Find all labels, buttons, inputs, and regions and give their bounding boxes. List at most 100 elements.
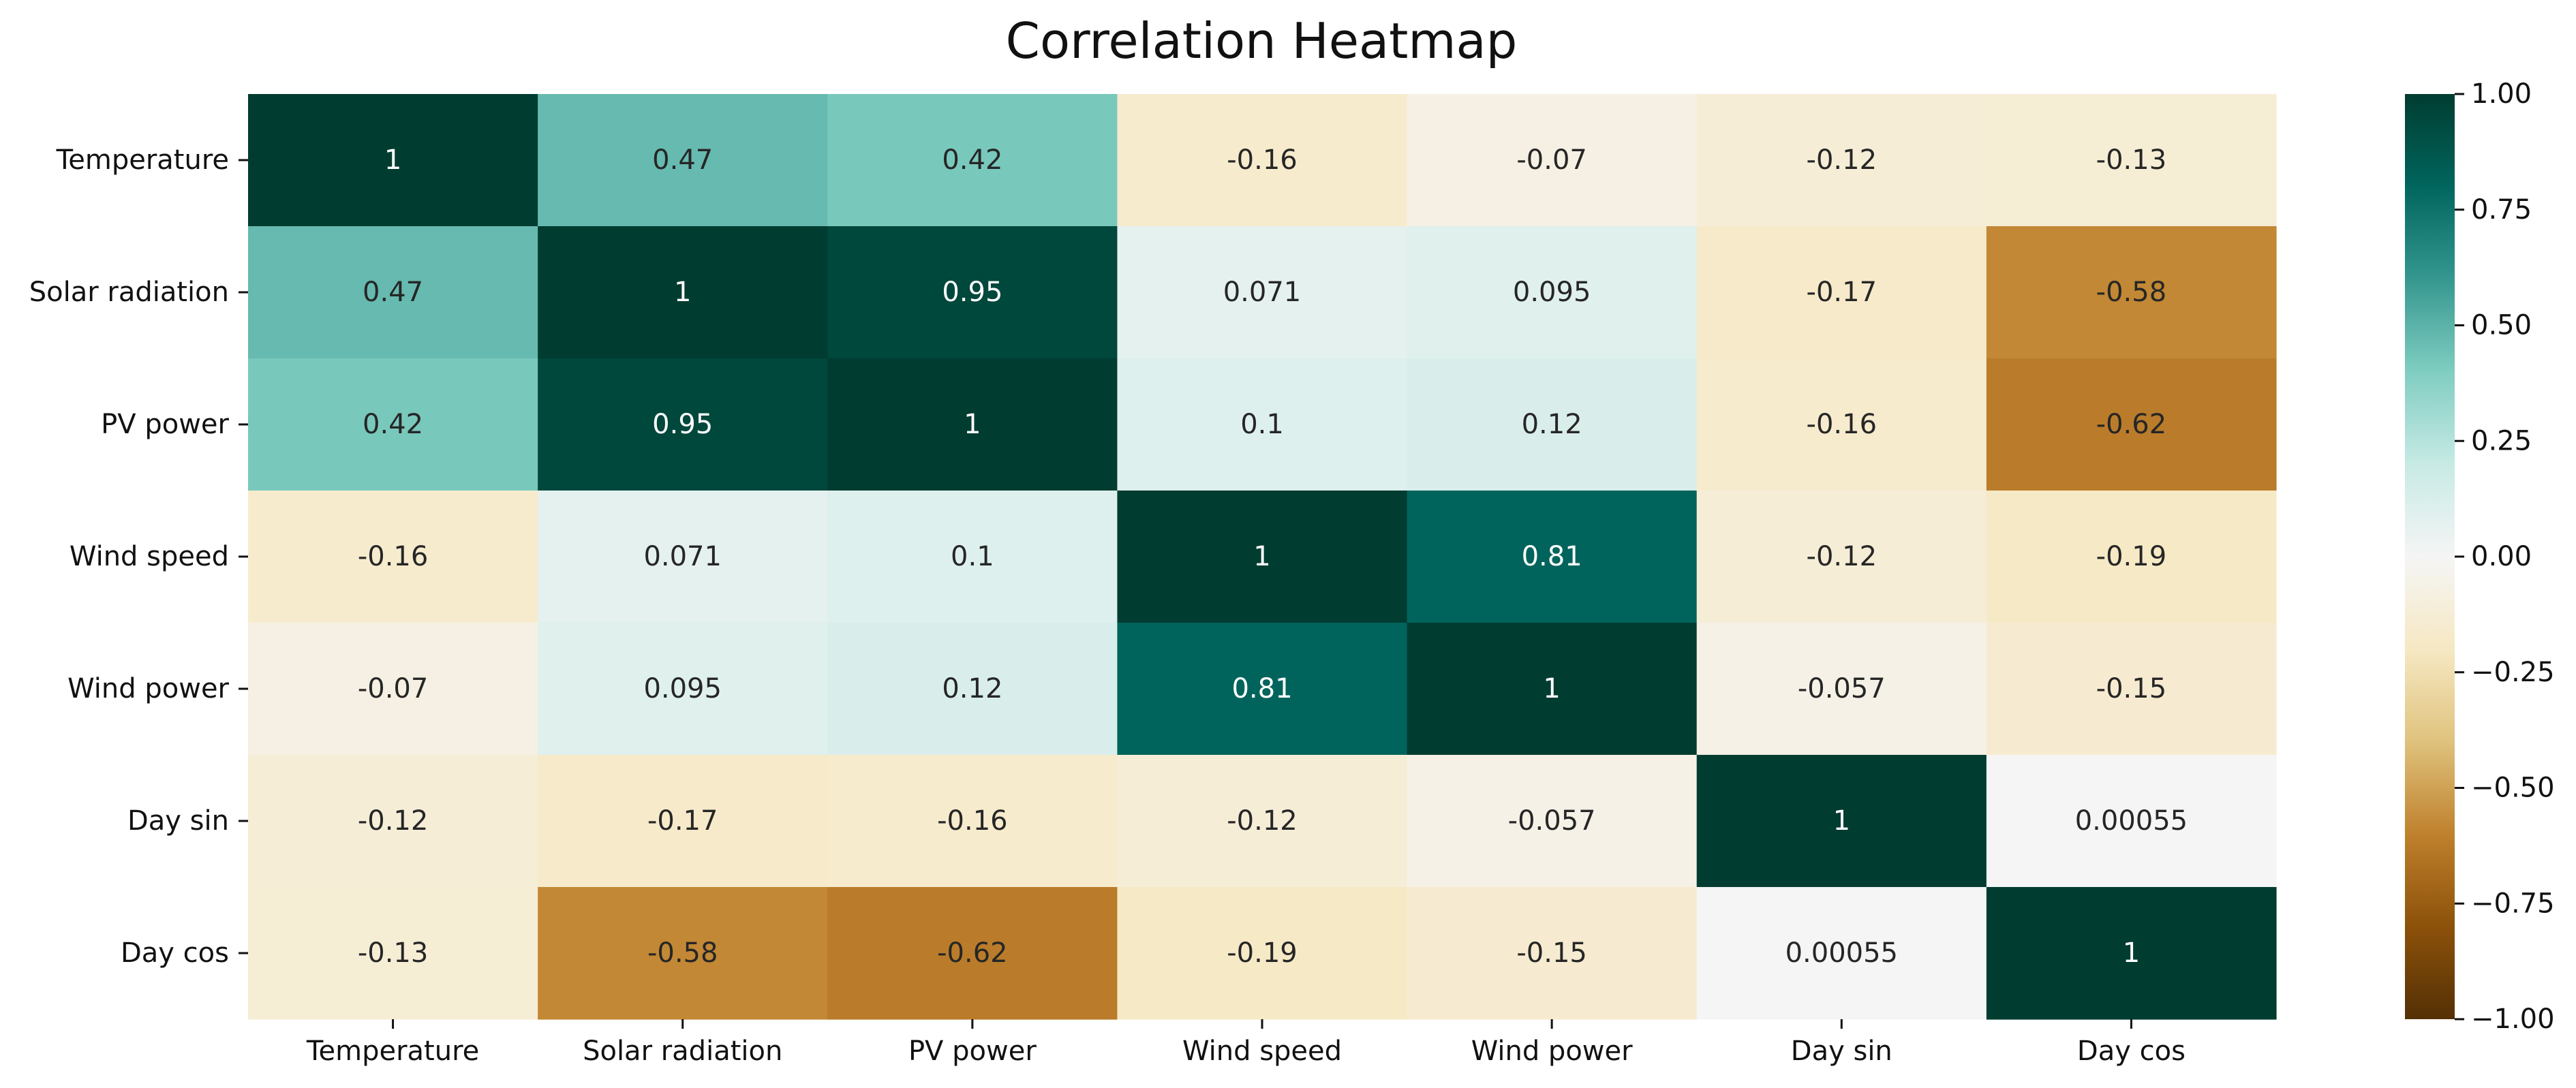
- cell-annotation-r5-c1: -0.17: [647, 805, 718, 837]
- cell-annotation-r4-c0: -0.07: [358, 673, 429, 704]
- cell-annotation-r3-c5: -0.12: [1807, 541, 1877, 572]
- cell-annotation-r0-c1: 0.47: [652, 144, 713, 176]
- cell-annotation-r2-c1: 0.95: [652, 409, 713, 440]
- cell-annotation-r5-c2: -0.16: [937, 805, 1008, 837]
- colorbar: 1.00 0.75 0.50 0.25 0.00 −0.25 −0.50 −0.75 −1.00: [2405, 78, 2555, 1035]
- heatmap-cell-r5-c4: [1407, 755, 1698, 888]
- x-tick-label-wind-power: Wind power: [1471, 1036, 1633, 1067]
- cell-annotation-r6-c6: 1: [2123, 937, 2140, 969]
- heatmap-cell-r4-c1: [538, 623, 828, 756]
- cell-annotation-r0-c0: 1: [384, 144, 401, 176]
- x-tick-label-day-cos: Day cos: [2077, 1036, 2186, 1067]
- cell-annotation-r3-c3: 1: [1253, 541, 1270, 572]
- cell-annotation-r4-c3: 0.81: [1231, 673, 1292, 704]
- heatmap-cell-r6-c2: [827, 887, 1118, 1020]
- cell-annotation-r2-c5: -0.16: [1807, 409, 1877, 440]
- heatmap-cell-r1-c4: [1407, 226, 1698, 359]
- cell-annotation-r5-c5: 1: [1833, 805, 1850, 837]
- cell-annotation-r2-c0: 0.42: [363, 409, 423, 440]
- y-tick-label-solar-radiation: Solar radiation: [29, 277, 229, 308]
- x-tick-label-pv-power: PV power: [908, 1036, 1037, 1067]
- heatmap-cell-r2-c2: [827, 358, 1118, 491]
- cell-annotation-r3-c2: 0.1: [951, 541, 994, 572]
- y-tick-label-temperature: Temperature: [56, 144, 229, 176]
- heatmap-cell-r5-c0: [248, 755, 538, 888]
- cell-annotation-r0-c6: -0.13: [2096, 144, 2167, 176]
- heatmap-cell-r3-c4: [1407, 491, 1698, 623]
- cell-annotation-r1-c3: 0.071: [1223, 277, 1302, 308]
- heatmap-cell-r4-c2: [827, 623, 1118, 756]
- cell-annotation-r2-c6: -0.62: [2096, 409, 2167, 440]
- heatmap-cell-r6-c5: [1696, 887, 1987, 1020]
- cell-annotation-r1-c1: 1: [674, 277, 691, 308]
- heatmap-cell-r4-c6: [1986, 623, 2277, 756]
- heatmap-cell-r0-c0: [248, 94, 538, 227]
- heatmap-cell-r6-c1: [538, 887, 828, 1020]
- x-tick-label-day-sin: Day sin: [1791, 1036, 1892, 1067]
- cell-annotation-r6-c2: -0.62: [937, 937, 1008, 969]
- cell-annotation-r6-c0: -0.13: [358, 937, 429, 969]
- cell-annotation-r5-c3: -0.12: [1227, 805, 1298, 837]
- heatmap-cell-r5-c2: [827, 755, 1118, 888]
- cell-annotation-r3-c0: -0.16: [358, 541, 429, 572]
- heatmap-cell-r4-c5: [1696, 623, 1987, 756]
- cell-annotation-r6-c3: -0.19: [1227, 937, 1298, 969]
- cell-annotation-r4-c4: 1: [1543, 673, 1560, 704]
- heatmap-cell-r4-c3: [1117, 623, 1408, 756]
- colorbar-tick-label-4: 0.00: [2471, 541, 2532, 572]
- x-tick-label-solar-radiation: Solar radiation: [583, 1036, 782, 1067]
- y-tick-label-wind-speed: Wind speed: [70, 541, 229, 572]
- heatmap-cell-r2-c0: [248, 358, 538, 491]
- y-tick-label-wind-power: Wind power: [67, 673, 229, 704]
- heatmap-cell-r3-c6: [1986, 491, 2277, 623]
- cell-annotation-r5-c0: -0.12: [358, 805, 429, 837]
- cell-annotation-r1-c2: 0.95: [942, 277, 1002, 308]
- cell-annotation-r1-c4: 0.095: [1513, 277, 1591, 308]
- heatmap-cell-r0-c1: [538, 94, 828, 227]
- chart-title: Correlation Heatmap: [1006, 12, 1518, 69]
- heatmap-cell-r6-c6: [1986, 887, 2277, 1020]
- cell-annotation-r0-c4: -0.07: [1516, 144, 1587, 176]
- cell-annotation-r4-c5: -0.057: [1798, 673, 1886, 704]
- colorbar-tick-label-3: 0.25: [2471, 425, 2532, 456]
- colorbar-tick-label-7: −0.75: [2471, 888, 2555, 919]
- heatmap-cell-r6-c4: [1407, 887, 1698, 1020]
- heatmap-cell-r5-c3: [1117, 755, 1408, 888]
- cell-annotation-r4-c1: 0.095: [643, 673, 722, 704]
- heatmap-cell-r1-c2: [827, 226, 1118, 359]
- heatmap-cell-r0-c5: [1696, 94, 1987, 227]
- heatmap-cell-r3-c1: [538, 491, 828, 623]
- cell-annotation-r0-c5: -0.12: [1807, 144, 1877, 176]
- heatmap-cell-r6-c3: [1117, 887, 1408, 1020]
- heatmap-cell-r1-c5: [1696, 226, 1987, 359]
- colorbar-tick-label-0: 1.00: [2471, 78, 2532, 110]
- heatmap-cell-r6-c0: [248, 887, 538, 1020]
- y-tick-label-pv-power: PV power: [101, 409, 229, 440]
- heatmap-cell-r2-c6: [1986, 358, 2277, 491]
- heatmap-cell-r3-c0: [248, 491, 538, 623]
- x-axis: Temperature Solar radiation PV power Wind s…: [306, 1019, 2186, 1067]
- heatmap-cell-r0-c2: [827, 94, 1118, 227]
- heatmap-annotations: 1 0.47 0.42 -0.16 -0.07 -0.12 -0.13 0.47 1 0.95 0.…: [358, 144, 2188, 969]
- cell-annotation-r0-c3: -0.16: [1227, 144, 1298, 176]
- colorbar-tick-label-1: 0.75: [2471, 194, 2532, 226]
- heatmap-cell-r2-c3: [1117, 358, 1408, 491]
- heatmap-cell-r5-c6: [1986, 755, 2277, 888]
- heatmap-cell-r5-c1: [538, 755, 828, 888]
- cell-annotation-r4-c6: -0.15: [2096, 673, 2167, 704]
- x-tick-label-temperature: Temperature: [306, 1036, 479, 1067]
- colorbar-tick-label-2: 0.50: [2471, 310, 2532, 341]
- cell-annotation-r2-c4: 0.12: [1522, 409, 1582, 440]
- cell-annotation-r6-c1: -0.58: [647, 937, 718, 969]
- cell-annotation-r6-c5: 0.00055: [1785, 937, 1898, 969]
- x-tick-label-wind-speed: Wind speed: [1182, 1036, 1342, 1067]
- cell-annotation-r1-c5: -0.17: [1807, 277, 1877, 308]
- cell-annotation-r6-c4: -0.15: [1516, 937, 1587, 969]
- heatmap-cell-r1-c1: [538, 226, 828, 359]
- y-axis: Temperature Solar radiation PV power Wind s…: [29, 144, 248, 969]
- colorbar-tick-label-6: −0.50: [2471, 773, 2555, 804]
- y-tick-label-day-sin: Day sin: [127, 805, 229, 837]
- cell-annotation-r4-c2: 0.12: [942, 673, 1002, 704]
